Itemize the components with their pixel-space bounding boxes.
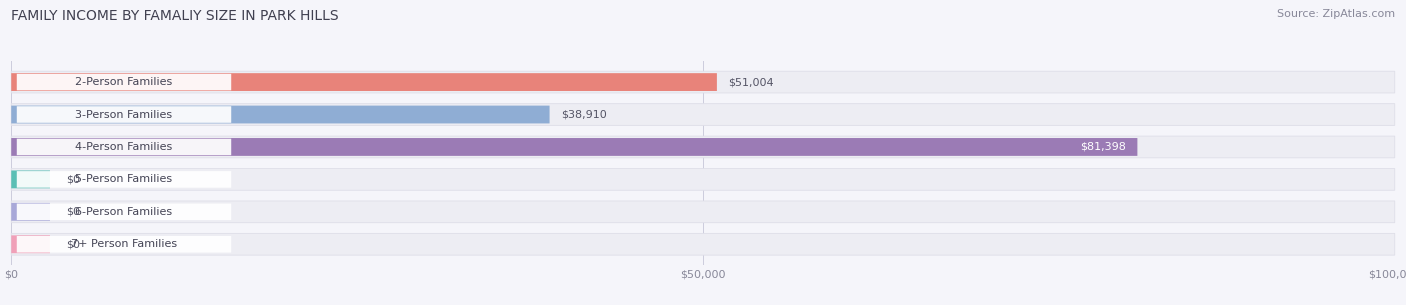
Text: $51,004: $51,004 (728, 77, 773, 87)
Text: $81,398: $81,398 (1080, 142, 1126, 152)
Text: $0: $0 (66, 239, 80, 249)
FancyBboxPatch shape (17, 171, 231, 188)
Text: 4-Person Families: 4-Person Families (76, 142, 173, 152)
FancyBboxPatch shape (11, 170, 51, 188)
FancyBboxPatch shape (17, 236, 231, 253)
Text: $0: $0 (66, 174, 80, 185)
FancyBboxPatch shape (11, 235, 51, 253)
FancyBboxPatch shape (17, 74, 231, 90)
Text: 6-Person Families: 6-Person Families (76, 207, 173, 217)
FancyBboxPatch shape (11, 73, 717, 91)
FancyBboxPatch shape (11, 233, 1395, 255)
FancyBboxPatch shape (11, 169, 1395, 190)
Text: Source: ZipAtlas.com: Source: ZipAtlas.com (1277, 9, 1395, 19)
FancyBboxPatch shape (11, 106, 550, 124)
FancyBboxPatch shape (11, 138, 1137, 156)
FancyBboxPatch shape (11, 136, 1395, 158)
Text: FAMILY INCOME BY FAMALIY SIZE IN PARK HILLS: FAMILY INCOME BY FAMALIY SIZE IN PARK HI… (11, 9, 339, 23)
FancyBboxPatch shape (11, 201, 1395, 223)
FancyBboxPatch shape (17, 139, 231, 155)
Text: 5-Person Families: 5-Person Families (76, 174, 173, 185)
FancyBboxPatch shape (11, 104, 1395, 125)
FancyBboxPatch shape (11, 203, 51, 221)
FancyBboxPatch shape (17, 203, 231, 220)
Text: 2-Person Families: 2-Person Families (76, 77, 173, 87)
FancyBboxPatch shape (17, 106, 231, 123)
Text: $0: $0 (66, 207, 80, 217)
Text: $38,910: $38,910 (561, 109, 606, 120)
FancyBboxPatch shape (11, 71, 1395, 93)
Text: 7+ Person Families: 7+ Person Families (70, 239, 177, 249)
Text: 3-Person Families: 3-Person Families (76, 109, 173, 120)
